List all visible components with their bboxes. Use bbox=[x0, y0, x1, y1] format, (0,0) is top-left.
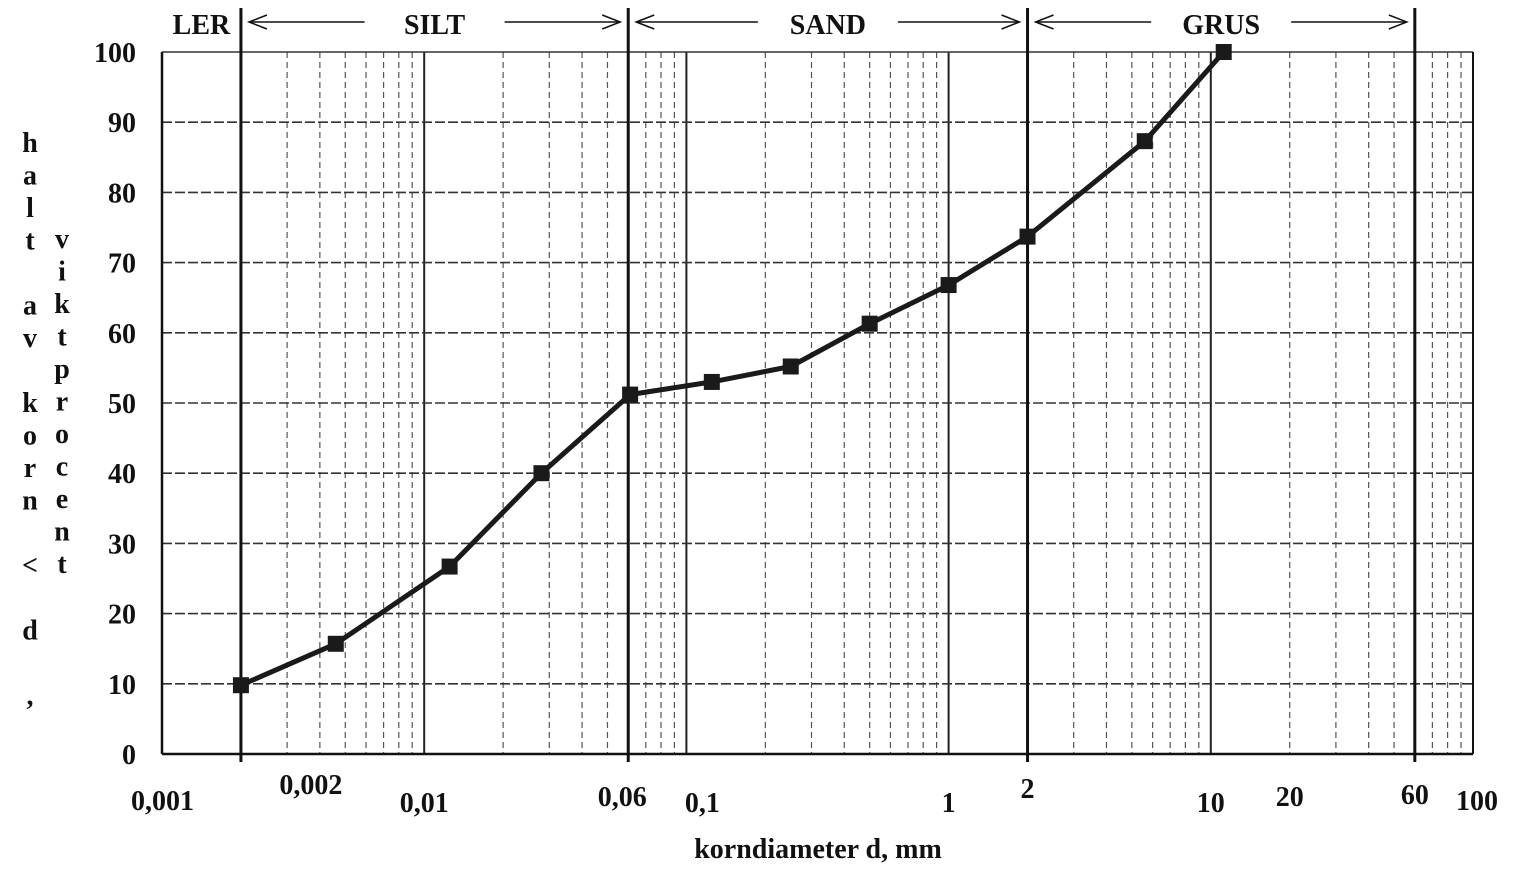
x-tick-label: 0,002 bbox=[279, 770, 342, 801]
y-tick-label: 70 bbox=[108, 249, 136, 280]
fraction-label: SILT bbox=[404, 10, 466, 41]
x-tick-label: 0,001 bbox=[131, 786, 194, 817]
y-tick-label: 40 bbox=[108, 459, 136, 490]
x-tick-label: 0,06 bbox=[598, 782, 647, 813]
x-axis-label: korndiameter d, mm bbox=[694, 834, 942, 865]
data-point-marker bbox=[441, 558, 458, 575]
fraction-label: SAND bbox=[790, 10, 866, 41]
x-tick-label: 20 bbox=[1276, 782, 1304, 813]
x-tick-label: 2 bbox=[1021, 774, 1035, 805]
data-point-marker bbox=[533, 465, 550, 482]
x-tick-labels: 0,001 0,002 0,01 0,06 0,1 1 2 10 20 60 100 bbox=[131, 770, 1498, 819]
y-tick-label: 50 bbox=[108, 389, 136, 420]
data-point-marker bbox=[703, 373, 720, 390]
band-arrowhead-left bbox=[1033, 14, 1054, 30]
fraction-label: LER bbox=[173, 10, 231, 41]
y-tick-label: 0 bbox=[122, 740, 136, 771]
band-arrowhead-left bbox=[634, 14, 655, 30]
data-point-marker bbox=[1136, 133, 1153, 150]
data-point-marker bbox=[1215, 44, 1232, 60]
major-grid bbox=[160, 51, 1474, 756]
series-line bbox=[239, 50, 1226, 688]
data-point-marker bbox=[861, 315, 878, 332]
band-arrowhead-right bbox=[601, 14, 623, 30]
y-tick-label: 20 bbox=[108, 600, 136, 631]
x-tick-label: 1 bbox=[942, 788, 956, 819]
data-point-marker bbox=[782, 358, 799, 375]
x-tick-label: 100 bbox=[1456, 786, 1498, 817]
y-tick-label: 80 bbox=[108, 178, 136, 209]
data-point-marker bbox=[327, 635, 344, 652]
y-tick-label: 100 bbox=[94, 38, 136, 69]
y-tick-label: 30 bbox=[108, 529, 136, 560]
band-arrowhead-left bbox=[246, 14, 268, 30]
series-markers bbox=[232, 44, 1232, 694]
x-tick-label: 0,1 bbox=[685, 788, 720, 819]
y-tick-label: 10 bbox=[108, 670, 136, 701]
data-point-marker bbox=[622, 386, 639, 403]
data-point-marker bbox=[1019, 228, 1036, 245]
sieve-curve bbox=[239, 50, 1226, 688]
band-arrowhead-right bbox=[1001, 14, 1022, 30]
x-tick-label: 0,01 bbox=[400, 788, 449, 819]
y-tick-labels: 0 10 20 30 40 50 60 70 80 90 100 bbox=[94, 38, 136, 771]
fraction-band-labels: LER SILT SAND GRUS bbox=[173, 10, 1409, 41]
fraction-label: GRUS bbox=[1182, 10, 1260, 41]
x-tick-label: 10 bbox=[1197, 788, 1225, 819]
data-point-marker bbox=[940, 277, 957, 294]
x-tick-label: 60 bbox=[1401, 780, 1429, 811]
fraction-boundary-lines bbox=[239, 8, 1417, 762]
band-arrowhead-right bbox=[1388, 14, 1409, 30]
data-point-marker bbox=[232, 677, 249, 694]
y-tick-label: 90 bbox=[108, 108, 136, 139]
y-tick-label: 60 bbox=[108, 319, 136, 350]
